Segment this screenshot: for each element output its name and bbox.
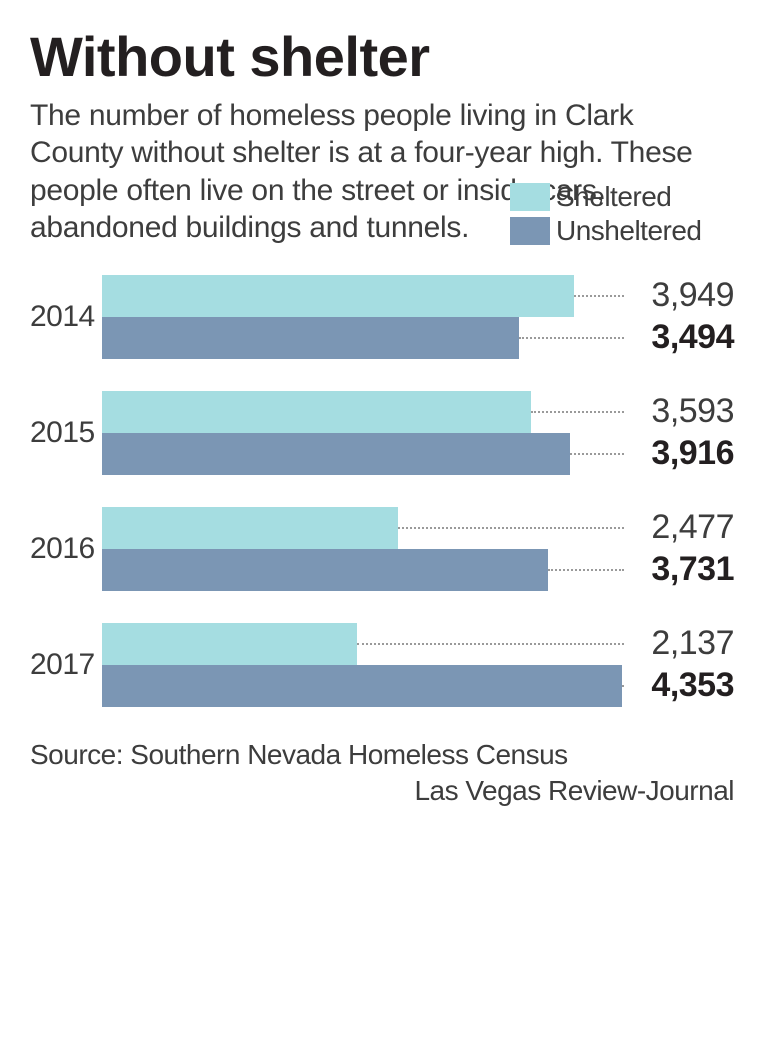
dot-leader xyxy=(519,337,624,339)
chart-title: Without shelter xyxy=(30,28,734,87)
bars-column: 2,1374,353 xyxy=(102,623,734,707)
value-unsheltered: 3,916 xyxy=(628,434,734,473)
legend-swatch xyxy=(510,217,550,245)
legend-label: Sheltered xyxy=(556,181,671,213)
bar-row-unsheltered: 4,353 xyxy=(102,665,734,707)
bar-row-sheltered: 2,477 xyxy=(102,507,734,549)
bar-row-unsheltered: 3,916 xyxy=(102,433,734,475)
value-sheltered: 2,477 xyxy=(628,508,734,547)
value-sheltered: 2,137 xyxy=(628,624,734,663)
dot-leader xyxy=(548,569,624,571)
bar-sheltered xyxy=(102,391,531,433)
year-label: 2016 xyxy=(30,532,102,566)
year-group: 20172,1374,353 xyxy=(30,623,734,707)
bar-sheltered xyxy=(102,623,357,665)
dot-leader xyxy=(622,685,624,687)
value-unsheltered: 4,353 xyxy=(628,666,734,705)
bars-column: 3,5933,916 xyxy=(102,391,734,475)
bar-unsheltered xyxy=(102,665,622,707)
year-group: 20153,5933,916 xyxy=(30,391,734,475)
bar-row-unsheltered: 3,731 xyxy=(102,549,734,591)
bar-unsheltered xyxy=(102,433,570,475)
value-sheltered: 3,593 xyxy=(628,392,734,431)
value-sheltered: 3,949 xyxy=(628,276,734,315)
year-group: 20162,4773,731 xyxy=(30,507,734,591)
legend-item-sheltered: Sheltered xyxy=(510,181,671,213)
year-label: 2014 xyxy=(30,300,102,334)
legend: Sheltered Unsheltered xyxy=(510,181,734,247)
bar-unsheltered xyxy=(102,549,548,591)
dot-leader xyxy=(570,453,624,455)
year-group: 20143,9493,494 xyxy=(30,275,734,359)
legend-label: Unsheltered xyxy=(556,215,701,247)
bar-row-unsheltered: 3,494 xyxy=(102,317,734,359)
bar-row-sheltered: 3,593 xyxy=(102,391,734,433)
bar-chart: 20143,9493,49420153,5933,91620162,4773,7… xyxy=(30,275,734,707)
dot-leader xyxy=(531,411,624,413)
dot-leader xyxy=(398,527,624,529)
year-label: 2015 xyxy=(30,416,102,450)
value-unsheltered: 3,731 xyxy=(628,550,734,589)
source-line: Source: Southern Nevada Homeless Census xyxy=(30,739,734,771)
bar-unsheltered xyxy=(102,317,519,359)
bar-row-sheltered: 2,137 xyxy=(102,623,734,665)
dot-leader xyxy=(357,643,624,645)
bar-sheltered xyxy=(102,275,574,317)
bars-column: 2,4773,731 xyxy=(102,507,734,591)
year-label: 2017 xyxy=(30,648,102,682)
bars-column: 3,9493,494 xyxy=(102,275,734,359)
dot-leader xyxy=(574,295,624,297)
bar-sheltered xyxy=(102,507,398,549)
credit-line: Las Vegas Review-Journal xyxy=(30,775,734,807)
bar-row-sheltered: 3,949 xyxy=(102,275,734,317)
legend-item-unsheltered: Unsheltered xyxy=(510,215,701,247)
value-unsheltered: 3,494 xyxy=(628,318,734,357)
legend-swatch xyxy=(510,183,550,211)
